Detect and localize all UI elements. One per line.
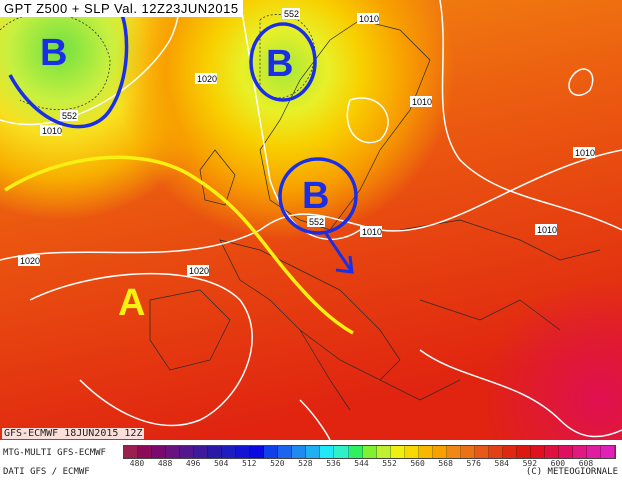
contour-label: 552	[60, 110, 78, 121]
scale-tick-label: 504	[213, 459, 229, 468]
color-swatch	[460, 446, 475, 458]
scale-tick-label: 528	[298, 459, 313, 468]
svg-text:1010: 1010	[412, 97, 432, 107]
color-swatch	[502, 446, 517, 458]
low-circle-icon	[249, 22, 317, 102]
contour-label: 1010	[40, 125, 62, 136]
color-swatch	[320, 446, 335, 458]
model-label: MTG-MULTI GFS-ECMWF	[3, 448, 106, 458]
color-swatch	[208, 446, 223, 458]
map-title: GPT Z500 + SLP Val. 12Z23JUN2015	[0, 0, 243, 17]
low-pressure-label: B	[266, 43, 293, 85]
scale-tick-label: 496	[185, 459, 201, 468]
scale-tick-label: 512	[242, 459, 257, 468]
coastlines	[149, 19, 601, 411]
color-swatch	[180, 446, 195, 458]
scale-tick-label: 552	[382, 459, 397, 468]
color-swatch	[573, 446, 588, 458]
contour-label: 1020	[195, 73, 217, 84]
scale-tick-label: 488	[157, 459, 173, 468]
color-scale-bar	[123, 445, 616, 459]
low-circle-icon	[278, 157, 358, 235]
color-swatch	[292, 446, 307, 458]
color-swatch	[474, 446, 489, 458]
scale-tick-label: 592	[522, 459, 538, 468]
scale-tick-label: 600	[550, 459, 566, 468]
scale-tick-label: 568	[438, 459, 453, 468]
color-swatch	[124, 446, 139, 458]
svg-text:1010: 1010	[362, 227, 382, 237]
low-pressure-label: B	[302, 175, 329, 217]
svg-text:1020: 1020	[197, 74, 217, 84]
contour-label: 1020	[18, 255, 40, 266]
copyright: (C) METEOGIORNALE	[525, 467, 618, 477]
color-swatch	[236, 446, 251, 458]
scale-tick-label: 576	[466, 459, 481, 468]
color-swatch	[601, 446, 616, 458]
color-swatch	[558, 446, 573, 458]
color-scale-ticks: 480 488 496 504 512 520 528 536 544 552 560 568 576 5…	[123, 459, 614, 469]
svg-text:1010: 1010	[575, 148, 595, 158]
color-swatch	[587, 446, 602, 458]
contour-label: 552	[307, 216, 325, 227]
color-swatch	[432, 446, 447, 458]
color-swatch	[166, 446, 181, 458]
data-source: DATI GFS / ECMWF	[3, 467, 90, 477]
color-swatch	[404, 446, 419, 458]
scale-tick-label: 544	[354, 459, 369, 468]
scale-tick-label: 480	[129, 459, 145, 468]
scale-tick-label: 560	[410, 459, 425, 468]
contour-label: 1010	[410, 96, 432, 107]
scale-tick-label: 608	[578, 459, 594, 468]
svg-text:1020: 1020	[20, 256, 40, 266]
color-swatch	[306, 446, 321, 458]
contour-labels: 1010 1010 1020 552 552 1010 1010 1010 10…	[18, 8, 595, 276]
svg-text:1010: 1010	[359, 14, 379, 24]
ridge-line-icon	[4, 155, 354, 335]
color-swatch	[222, 446, 237, 458]
run-info: GFS-ECMWF 18JUN2015 12Z	[2, 428, 145, 439]
color-swatch	[334, 446, 349, 458]
svg-text:1020: 1020	[189, 266, 209, 276]
contour-label: 1020	[187, 265, 209, 276]
high-pressure-label: A	[118, 282, 145, 324]
pressure-contours	[0, 0, 622, 440]
color-swatch	[264, 446, 279, 458]
color-swatch	[390, 446, 405, 458]
color-swatch	[530, 446, 545, 458]
color-swatch	[194, 446, 209, 458]
arrow-icon	[323, 231, 354, 274]
color-swatch	[376, 446, 391, 458]
color-swatch	[138, 446, 153, 458]
color-swatch	[250, 446, 265, 458]
contour-label: 1010	[360, 226, 382, 237]
color-swatch	[544, 446, 559, 458]
color-swatch	[446, 446, 461, 458]
color-swatch	[348, 446, 363, 458]
color-swatch	[516, 446, 531, 458]
scale-tick-label: 520	[270, 459, 285, 468]
svg-text:1010: 1010	[42, 126, 62, 136]
svg-text:552: 552	[309, 217, 324, 227]
svg-text:552: 552	[284, 9, 299, 19]
color-swatch	[418, 446, 433, 458]
color-swatch	[488, 446, 503, 458]
trough-line-icon	[8, 9, 129, 129]
geopotential-map: 1010 1010 1020 552 552 1010 1010 1010 10…	[0, 0, 622, 440]
contour-label: 1010	[535, 224, 557, 235]
color-swatch	[362, 446, 377, 458]
scale-tick-label: 584	[494, 459, 509, 468]
contour-label: 1010	[573, 147, 595, 158]
low-pressure-label: B	[40, 32, 67, 74]
contour-label: 552	[282, 8, 300, 19]
svg-text:552: 552	[62, 111, 77, 121]
svg-text:1010: 1010	[537, 225, 557, 235]
scale-tick-label: 536	[326, 459, 341, 468]
legend-area: MTG-MULTI GFS-ECMWF 480 488 496 504 512 520 52…	[0, 440, 622, 480]
contour-label: 1010	[357, 13, 379, 24]
color-swatch	[152, 446, 167, 458]
color-swatch	[278, 446, 293, 458]
